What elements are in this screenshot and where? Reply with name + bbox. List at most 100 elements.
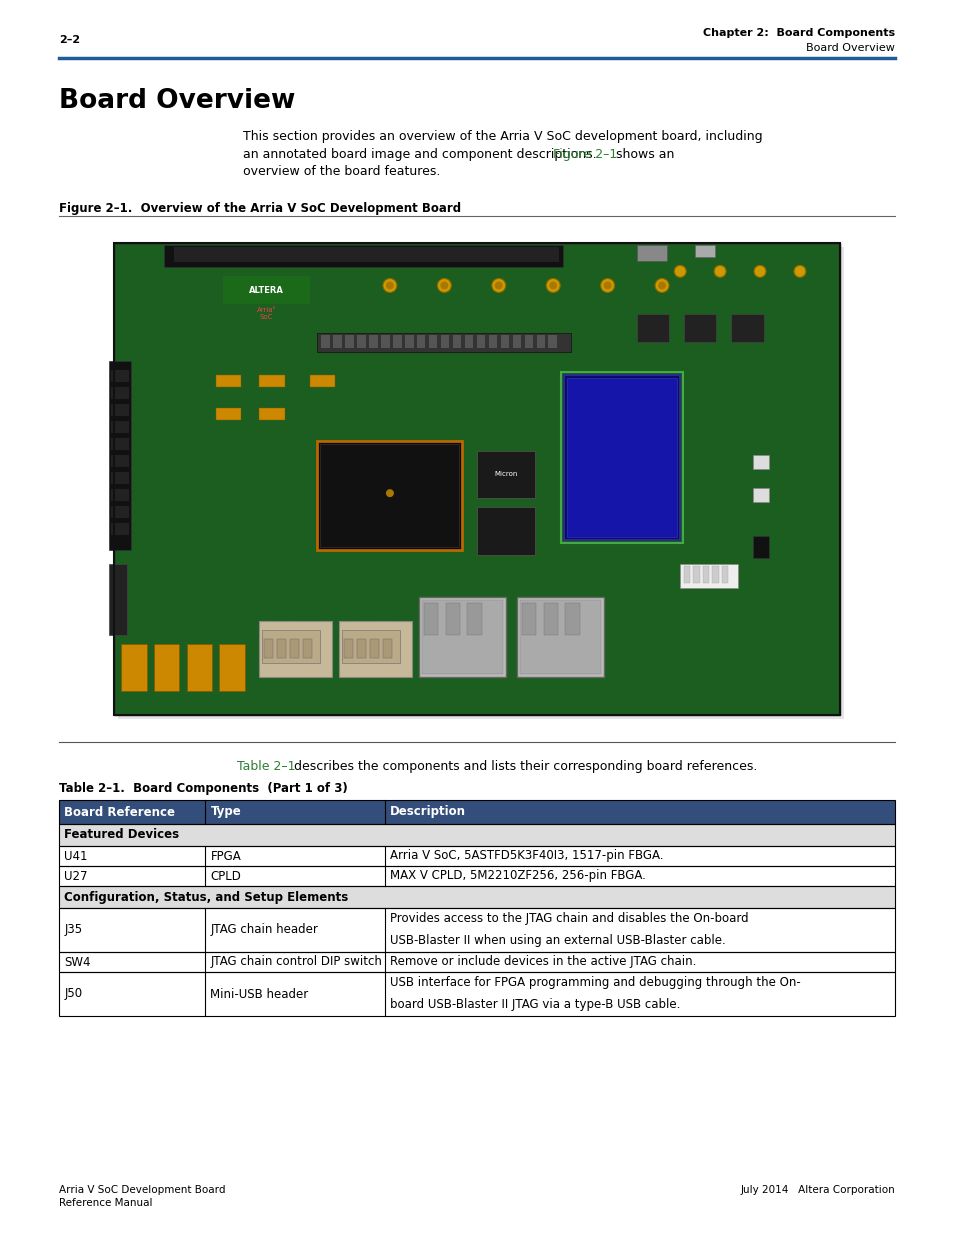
- Bar: [187, 645, 212, 692]
- Ellipse shape: [753, 266, 765, 278]
- Bar: [566, 378, 677, 537]
- Text: July 2014   Altera Corporation: July 2014 Altera Corporation: [740, 1186, 894, 1195]
- Bar: [59, 866, 894, 885]
- Bar: [752, 536, 768, 558]
- Bar: [565, 603, 579, 635]
- Text: Provides access to the JTAG chain and disables the On-board: Provides access to the JTAG chain and di…: [390, 911, 748, 925]
- Bar: [521, 603, 536, 635]
- Text: Board Overview: Board Overview: [805, 43, 894, 53]
- Bar: [310, 375, 335, 387]
- Text: Arria V SoC Development Board: Arria V SoC Development Board: [59, 1186, 226, 1195]
- Bar: [683, 567, 690, 583]
- Bar: [560, 372, 682, 543]
- Text: USB interface for FPGA programming and debugging through the On-: USB interface for FPGA programming and d…: [390, 976, 800, 989]
- Ellipse shape: [655, 278, 668, 293]
- Text: Type: Type: [211, 805, 241, 819]
- Bar: [112, 404, 129, 416]
- Bar: [356, 640, 366, 658]
- Bar: [428, 335, 437, 348]
- Text: an annotated board image and component descriptions.: an annotated board image and component d…: [243, 148, 600, 161]
- Bar: [112, 506, 129, 519]
- Bar: [320, 445, 459, 547]
- Bar: [118, 247, 843, 719]
- Bar: [290, 640, 299, 658]
- Bar: [467, 603, 481, 635]
- Bar: [342, 630, 399, 663]
- Text: overview of the board features.: overview of the board features.: [243, 165, 440, 178]
- Text: Table 2–1: Table 2–1: [237, 760, 295, 773]
- Bar: [259, 409, 284, 420]
- Bar: [752, 488, 768, 503]
- Bar: [333, 335, 341, 348]
- Bar: [344, 640, 353, 658]
- Text: Arria V SoC, 5ASTFD5K3F40I3, 1517-pin FBGA.: Arria V SoC, 5ASTFD5K3F40I3, 1517-pin FB…: [390, 850, 663, 862]
- Text: CPLD: CPLD: [211, 869, 241, 883]
- Bar: [303, 640, 312, 658]
- Bar: [259, 621, 332, 677]
- Bar: [383, 640, 392, 658]
- Text: This section provides an overview of the Arria V SoC development board, includin: This section provides an overview of the…: [243, 130, 762, 143]
- Text: J35: J35: [64, 924, 82, 936]
- Ellipse shape: [546, 278, 559, 293]
- Bar: [277, 640, 286, 658]
- Bar: [164, 245, 562, 267]
- Text: describes the components and lists their corresponding board references.: describes the components and lists their…: [290, 760, 757, 773]
- Bar: [636, 314, 669, 342]
- Bar: [112, 456, 129, 467]
- Bar: [512, 335, 520, 348]
- Text: U27: U27: [64, 869, 88, 883]
- Bar: [59, 846, 894, 866]
- Bar: [59, 885, 894, 908]
- Text: SW4: SW4: [64, 956, 91, 968]
- Bar: [464, 335, 473, 348]
- Bar: [174, 247, 558, 262]
- Bar: [59, 952, 894, 972]
- Text: ARRIA: ARRIA: [373, 474, 406, 484]
- Bar: [500, 335, 509, 348]
- Text: U41: U41: [64, 850, 88, 862]
- Bar: [112, 370, 129, 383]
- Bar: [338, 621, 412, 677]
- Bar: [345, 335, 354, 348]
- Bar: [59, 952, 894, 972]
- Text: Reference Manual: Reference Manual: [59, 1198, 152, 1208]
- Text: Table 2–1.  Board Components  (Part 1 of 3): Table 2–1. Board Components (Part 1 of 3…: [59, 782, 348, 795]
- Bar: [317, 332, 571, 352]
- Bar: [317, 441, 462, 550]
- Text: Board Reference: Board Reference: [64, 805, 175, 819]
- Text: Arria⁵
SoC: Arria⁵ SoC: [256, 308, 276, 320]
- Bar: [369, 335, 377, 348]
- Bar: [440, 335, 449, 348]
- Bar: [59, 908, 894, 952]
- Ellipse shape: [382, 278, 396, 293]
- Text: FPGA: FPGA: [211, 850, 241, 862]
- Bar: [112, 388, 129, 399]
- Text: JTAG chain header: JTAG chain header: [211, 924, 318, 936]
- Text: JTAG chain control DIP switch: JTAG chain control DIP switch: [211, 956, 382, 968]
- Bar: [59, 824, 894, 846]
- Bar: [679, 564, 738, 588]
- Text: MAX V CPLD, 5M2210ZF256, 256-pin FBGA.: MAX V CPLD, 5M2210ZF256, 256-pin FBGA.: [390, 869, 645, 883]
- Bar: [59, 824, 894, 846]
- Bar: [720, 567, 727, 583]
- Bar: [264, 640, 273, 658]
- Ellipse shape: [381, 485, 397, 501]
- Bar: [59, 972, 894, 1016]
- Ellipse shape: [549, 282, 557, 289]
- Bar: [683, 314, 716, 342]
- Bar: [59, 866, 894, 885]
- Bar: [563, 375, 679, 541]
- Bar: [519, 600, 600, 674]
- Bar: [112, 438, 129, 451]
- Bar: [370, 640, 378, 658]
- Ellipse shape: [603, 282, 611, 289]
- Bar: [59, 885, 894, 908]
- Bar: [320, 335, 330, 348]
- Bar: [543, 603, 558, 635]
- Bar: [693, 567, 700, 583]
- Bar: [112, 421, 129, 433]
- Bar: [524, 335, 533, 348]
- Bar: [476, 335, 485, 348]
- Ellipse shape: [436, 278, 451, 293]
- Text: J50: J50: [64, 988, 82, 1000]
